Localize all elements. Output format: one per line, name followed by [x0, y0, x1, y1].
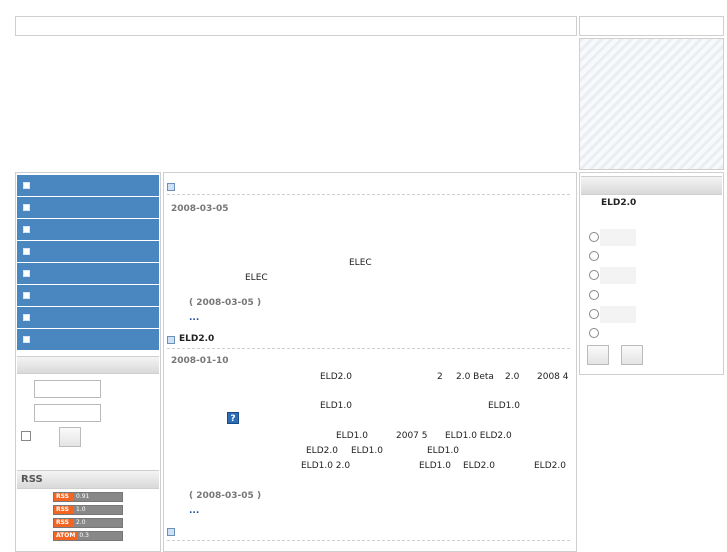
square-bullet-icon [23, 314, 30, 321]
sidebar-item-2[interactable] [17, 197, 159, 218]
banner-image [579, 38, 724, 170]
sidebar-item-7[interactable] [17, 307, 159, 328]
sidebar-item-6[interactable] [17, 285, 159, 306]
post-text: ELD1.0 ELD2.0 [445, 431, 512, 441]
login-button[interactable] [59, 427, 81, 447]
square-bullet-icon [23, 248, 30, 255]
read-more-link[interactable]: ... [189, 506, 200, 516]
post-title-bullet-icon [167, 183, 175, 191]
square-bullet-icon [23, 270, 30, 277]
remember-checkbox[interactable] [21, 431, 31, 441]
post-text: ELD2.0 [534, 461, 566, 471]
sidebar-item-3[interactable] [17, 219, 159, 240]
poll-option-radio[interactable] [589, 232, 599, 242]
rss-heading: RSS [21, 474, 43, 485]
password-input[interactable] [34, 404, 101, 422]
post-date: 2008-01-10 [171, 356, 229, 366]
poll-option-radio[interactable] [589, 328, 599, 338]
login-header [17, 356, 159, 374]
post-text: ELD1.0 [419, 461, 451, 471]
post-text: 2007 5 [396, 431, 428, 441]
divider [167, 348, 570, 349]
post-text: ELD1.0 2.0 [301, 461, 351, 471]
square-bullet-icon [23, 226, 30, 233]
post-text: ELD2.0 [320, 372, 352, 382]
post-text: ELD1.0 [488, 401, 520, 411]
rss-10-badge[interactable]: RSS 1.0 [53, 505, 123, 515]
poll-title: ELD2.0 [601, 198, 637, 208]
vote-button[interactable] [587, 345, 609, 365]
post-text: 2.0 [505, 372, 520, 382]
post-date: 2008-03-05 [171, 204, 229, 214]
rss-header: RSS [17, 470, 159, 489]
post-title-bullet-icon [167, 528, 175, 536]
rss-20-badge[interactable]: RSS 2.0 [53, 518, 123, 528]
post-meta: ( 2008-03-05 ) [189, 491, 262, 501]
poll-option-radio[interactable] [589, 290, 599, 300]
square-bullet-icon [23, 182, 30, 189]
divider [167, 540, 570, 541]
header-bar [15, 16, 577, 36]
poll-option-radio[interactable] [589, 309, 599, 319]
help-icon[interactable]: ? [227, 412, 239, 424]
sidebar-item-1[interactable] [17, 175, 159, 196]
post-text: ELD1.0 [336, 431, 368, 441]
square-bullet-icon [23, 292, 30, 299]
rss-091-badge[interactable]: RSS 0.91 [53, 492, 123, 502]
post-text: ELD1.0 [427, 446, 459, 456]
sidebar-item-8[interactable] [17, 329, 159, 350]
post-text: 2.0 Beta [456, 372, 494, 382]
poll-option-radio[interactable] [589, 270, 599, 280]
post-title-bullet-icon [167, 336, 175, 344]
header-side-bar [579, 16, 724, 36]
post-text: ELEC [349, 258, 372, 268]
post-text: ELD2.0 [306, 446, 338, 456]
divider [167, 194, 570, 195]
poll-option-bg [600, 267, 636, 284]
post-text: ELD1.0 [351, 446, 383, 456]
sidebar-nav [17, 175, 159, 351]
poll-option-bg [600, 306, 636, 323]
read-more-link[interactable]: ... [189, 313, 200, 323]
post-text: ELEC [245, 273, 268, 283]
post-meta: ( 2008-03-05 ) [189, 298, 262, 308]
post-title[interactable]: ELD2.0 [179, 334, 215, 344]
square-bullet-icon [23, 336, 30, 343]
poll-header [581, 176, 722, 195]
poll-option-bg [600, 229, 636, 246]
sidebar-item-4[interactable] [17, 241, 159, 262]
square-bullet-icon [23, 204, 30, 211]
sidebar-item-5[interactable] [17, 263, 159, 284]
username-input[interactable] [34, 380, 101, 398]
post-text: ELD1.0 [320, 401, 352, 411]
post-text: 2008 4 [537, 372, 569, 382]
poll-option-radio[interactable] [589, 251, 599, 261]
main-column [163, 172, 577, 552]
view-results-button[interactable] [621, 345, 643, 365]
post-text: ELD2.0 [463, 461, 495, 471]
atom-03-badge[interactable]: ATOM 0.3 [53, 531, 123, 541]
post-text: 2 [437, 372, 443, 382]
